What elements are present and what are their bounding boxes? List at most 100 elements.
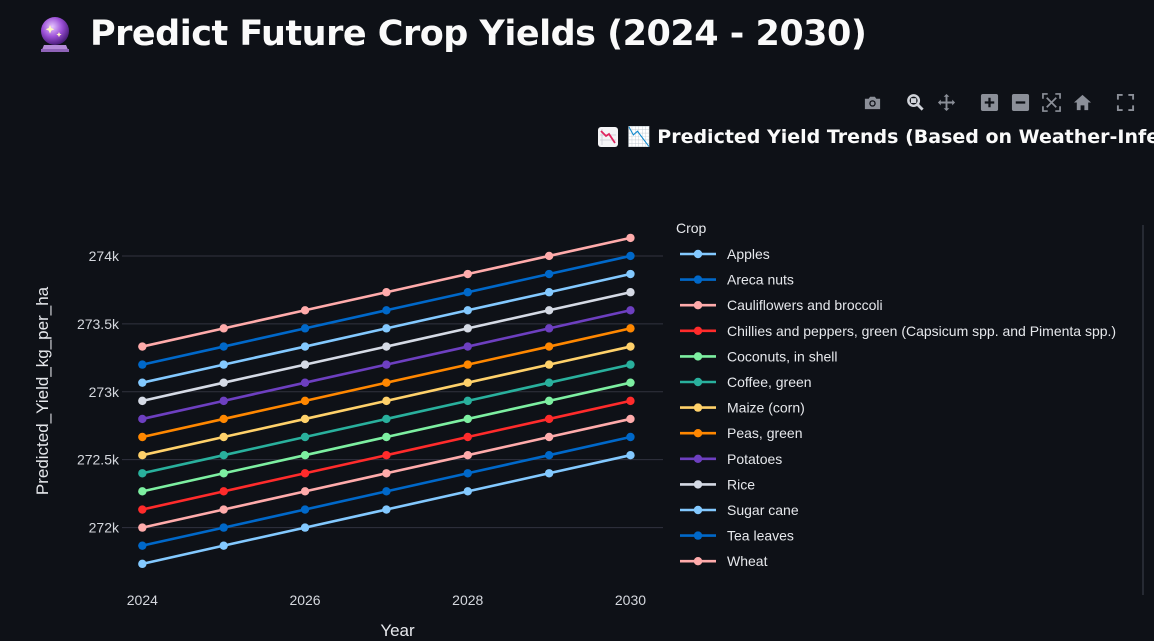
data-point[interactable]	[626, 251, 635, 261]
series-apples[interactable]	[138, 451, 635, 569]
data-point[interactable]	[382, 360, 391, 369]
data-point[interactable]	[626, 360, 635, 369]
data-point[interactable]	[463, 288, 472, 297]
data-point[interactable]	[544, 396, 554, 406]
data-point[interactable]	[138, 360, 147, 369]
data-point[interactable]	[626, 269, 635, 279]
legend-item[interactable]: Potatoes	[680, 451, 782, 467]
data-point[interactable]	[382, 306, 391, 315]
data-point[interactable]	[300, 505, 310, 514]
data-point[interactable]	[626, 396, 635, 406]
data-point[interactable]	[219, 396, 228, 406]
data-point[interactable]	[219, 523, 228, 532]
data-point[interactable]	[300, 469, 310, 478]
data-point[interactable]	[219, 342, 228, 351]
data-point[interactable]	[463, 342, 472, 351]
data-point[interactable]	[219, 378, 228, 387]
data-point[interactable]	[463, 378, 472, 387]
data-point[interactable]	[300, 342, 310, 351]
data-point[interactable]	[138, 342, 147, 351]
data-point[interactable]	[544, 324, 554, 333]
data-point[interactable]	[219, 541, 228, 550]
data-point[interactable]	[544, 378, 554, 387]
series-chillies-and-peppers-green-capsicum-spp-and-pimenta-spp[interactable]	[138, 396, 635, 514]
legend-scrollbar[interactable]	[1142, 225, 1144, 595]
data-point[interactable]	[544, 414, 554, 424]
series-wheat[interactable]	[138, 233, 635, 351]
data-point[interactable]	[219, 451, 228, 460]
series-maize-corn[interactable]	[138, 342, 635, 460]
data-point[interactable]	[544, 269, 554, 279]
data-point[interactable]	[300, 432, 310, 442]
series-tea-leaves[interactable]	[138, 432, 635, 550]
data-point[interactable]	[463, 432, 472, 442]
data-point[interactable]	[463, 414, 472, 424]
data-point[interactable]	[382, 378, 391, 387]
data-point[interactable]	[138, 432, 147, 442]
data-point[interactable]	[626, 324, 635, 333]
data-point[interactable]	[382, 414, 391, 424]
data-point[interactable]	[300, 451, 310, 460]
data-point[interactable]	[463, 487, 472, 496]
series-cauliflowers-and-broccoli[interactable]	[138, 414, 635, 532]
zoom-in-icon[interactable]	[977, 91, 1001, 113]
data-point[interactable]	[544, 432, 554, 442]
data-point[interactable]	[463, 469, 472, 478]
series-coconuts-in-shell[interactable]	[138, 378, 635, 496]
data-point[interactable]	[544, 306, 554, 315]
data-point[interactable]	[626, 378, 635, 387]
data-point[interactable]	[626, 233, 635, 243]
data-point[interactable]	[138, 505, 147, 514]
zoom-out-icon[interactable]	[1008, 91, 1032, 113]
legend-item[interactable]: Peas, green	[680, 425, 803, 441]
series-areca-nuts[interactable]	[138, 251, 635, 369]
series-sugar-cane[interactable]	[138, 269, 635, 387]
legend-item[interactable]: Cauliflowers and broccoli	[680, 297, 883, 313]
autoscale-icon[interactable]	[1039, 91, 1063, 113]
data-point[interactable]	[219, 487, 228, 496]
data-point[interactable]	[300, 414, 310, 424]
legend-item[interactable]: Wheat	[680, 553, 768, 569]
data-point[interactable]	[138, 378, 147, 387]
data-point[interactable]	[463, 306, 472, 315]
legend-item[interactable]: Coffee, green	[680, 374, 812, 390]
data-point[interactable]	[626, 451, 635, 460]
data-point[interactable]	[300, 487, 310, 496]
data-point[interactable]	[382, 505, 391, 514]
legend-item[interactable]: Maize (corn)	[680, 400, 805, 416]
camera-icon[interactable]	[860, 91, 884, 113]
data-point[interactable]	[626, 414, 635, 424]
data-point[interactable]	[463, 396, 472, 406]
series-potatoes[interactable]	[138, 306, 635, 424]
data-point[interactable]	[138, 487, 147, 496]
series-peas-green[interactable]	[138, 324, 635, 442]
data-point[interactable]	[544, 342, 554, 351]
legend-item[interactable]: Coconuts, in shell	[680, 348, 838, 364]
data-point[interactable]	[300, 324, 310, 333]
data-point[interactable]	[544, 251, 554, 261]
data-point[interactable]	[138, 469, 147, 478]
legend-item[interactable]: Areca nuts	[680, 272, 794, 288]
data-point[interactable]	[626, 342, 635, 351]
data-point[interactable]	[544, 288, 554, 297]
data-point[interactable]	[382, 451, 391, 460]
data-point[interactable]	[463, 269, 472, 279]
data-point[interactable]	[300, 306, 310, 315]
data-point[interactable]	[219, 360, 228, 369]
data-point[interactable]	[626, 288, 635, 297]
reset-axes-icon[interactable]	[1070, 91, 1094, 113]
data-point[interactable]	[382, 432, 391, 442]
data-point[interactable]	[219, 432, 228, 442]
data-point[interactable]	[300, 360, 310, 369]
data-point[interactable]	[138, 541, 147, 550]
legend-item[interactable]: Tea leaves	[680, 528, 794, 544]
data-point[interactable]	[382, 342, 391, 351]
data-point[interactable]	[463, 324, 472, 333]
data-point[interactable]	[138, 559, 147, 569]
data-point[interactable]	[300, 396, 310, 406]
series-coffee-green[interactable]	[138, 360, 635, 478]
series-rice[interactable]	[138, 288, 635, 406]
data-point[interactable]	[544, 360, 554, 369]
data-point[interactable]	[219, 505, 228, 514]
data-point[interactable]	[138, 396, 147, 406]
